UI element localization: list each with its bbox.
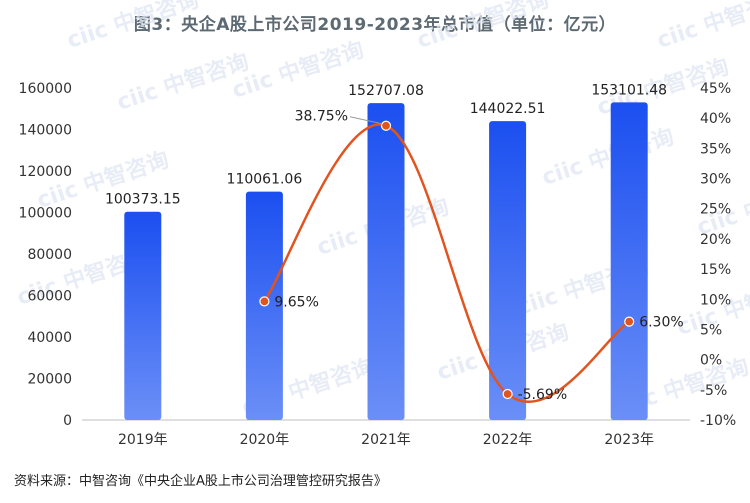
right-y-tick-label: 10% — [700, 292, 731, 308]
x-tick-label: 2023年 — [604, 432, 654, 448]
left-y-tick-label: 160000 — [19, 81, 72, 97]
watermark-text: ciic 中智咨询 — [64, 0, 202, 54]
watermark-text: ciic 中智咨询 — [539, 124, 677, 191]
bar — [489, 121, 527, 420]
x-tick-label: 2019年 — [118, 432, 168, 448]
watermark-text: ciic 中智咨询 — [654, 0, 750, 54]
right-y-tick-label: 35% — [700, 141, 731, 157]
left-y-tick-label: 0 — [63, 413, 72, 429]
growth-rate-line — [263, 123, 630, 404]
x-tick-label: 2020年 — [240, 432, 290, 448]
left-y-tick-label: 120000 — [19, 164, 72, 180]
bar-value-label: 152707.08 — [348, 83, 424, 99]
bar — [367, 103, 405, 420]
growth-rate-point — [380, 120, 392, 131]
bar — [610, 102, 648, 421]
bar-value-label: 144022.51 — [470, 101, 546, 117]
growth-rate-label: -5.69% — [518, 387, 568, 403]
bar-value-label: 100373.15 — [105, 192, 181, 208]
right-y-tick-label: 15% — [700, 262, 731, 278]
right-y-tick-label: 0% — [700, 353, 722, 369]
right-y-tick-label: -10% — [700, 413, 736, 429]
x-tick-label: 2022年 — [483, 432, 533, 448]
right-y-tick-label: -5% — [700, 383, 727, 399]
right-y-tick-label: 30% — [700, 172, 731, 188]
watermark-text: ciic 中智咨询 — [414, 0, 552, 54]
right-y-tick-label: 25% — [700, 202, 731, 218]
left-y-tick-label: 100000 — [19, 206, 72, 222]
leader-line — [349, 116, 383, 125]
growth-rate-point — [259, 296, 270, 307]
left-y-tick-label: 20000 — [27, 372, 72, 388]
right-y-tick-label: 40% — [700, 111, 731, 127]
right-y-tick-label: 45% — [700, 81, 731, 97]
right-y-tick-label: 5% — [700, 322, 722, 338]
bar-value-label: 153101.48 — [591, 82, 667, 98]
growth-rate-label: 9.65% — [274, 294, 318, 310]
x-tick-label: 2021年 — [361, 432, 411, 448]
chart-title: 图3：央企A股上市公司2019-2023年总市值（单位：亿元） — [133, 15, 617, 35]
left-y-tick-label: 40000 — [27, 330, 72, 346]
source-note: 资料来源：中智咨询《中央企业A股上市公司治理管控研究报告》 — [14, 474, 387, 489]
left-y-tick-label: 80000 — [27, 247, 72, 263]
bar — [124, 211, 162, 420]
left-y-tick-label: 60000 — [27, 289, 72, 305]
right-y-tick-label: 20% — [700, 232, 731, 248]
growth-rate-point — [502, 388, 513, 400]
bar-value-label: 110061.06 — [227, 172, 303, 188]
growth-rate-label: 38.75% — [295, 109, 348, 125]
growth-rate-point — [624, 316, 635, 327]
growth-rate-label: 6.30% — [639, 315, 683, 331]
left-y-tick-label: 140000 — [19, 123, 72, 139]
